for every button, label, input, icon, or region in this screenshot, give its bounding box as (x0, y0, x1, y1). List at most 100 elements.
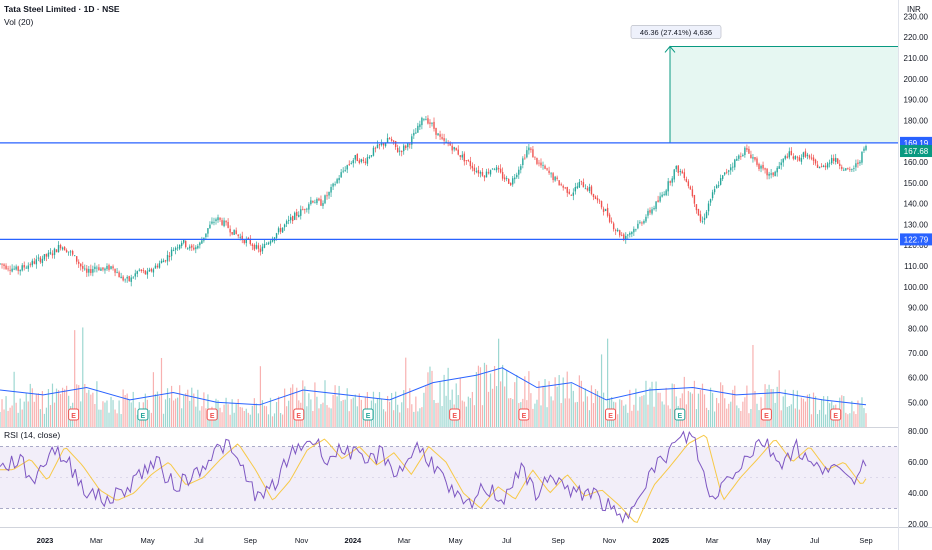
candle-body (168, 255, 171, 258)
candle-body (602, 208, 605, 212)
earnings-marker[interactable]: E (293, 408, 305, 421)
candle-body (451, 145, 453, 151)
candle-body (283, 224, 286, 228)
candle-body (802, 152, 805, 158)
earnings-marker[interactable]: E (137, 408, 149, 421)
candle-body (421, 117, 423, 126)
volume-bar (340, 401, 342, 427)
candle-body (742, 154, 744, 157)
volume-bar (491, 388, 494, 427)
candle-body (158, 263, 161, 268)
volume-bar (334, 385, 336, 427)
candle-body (445, 141, 447, 143)
volume-bar (221, 412, 223, 427)
volume-bar (604, 413, 607, 427)
volume-bar (635, 388, 637, 427)
time-axis[interactable]: 2023 Mar May Jul Sep Nov 2024 Mar May Jul Sep Nov 20… (37, 536, 873, 545)
price-tags: 169.19 122.79 167.68 (900, 136, 932, 246)
earnings-marker[interactable]: E (830, 408, 842, 421)
candle-body (166, 255, 169, 262)
volume-bar (467, 396, 469, 427)
candle-body (516, 174, 518, 178)
volume-bar (524, 376, 526, 427)
level-price-tag-label: 169.19 (904, 139, 929, 148)
volume-bar (342, 399, 344, 427)
volume-bar (37, 393, 39, 427)
volume-bar (249, 414, 251, 427)
earnings-marker[interactable]: E (674, 408, 686, 421)
rsi-axis[interactable]: 80.00 60.00 40.00 20.00 (908, 427, 929, 529)
time-axis-tick: May (756, 536, 770, 545)
candle-body (586, 188, 589, 191)
horizontal-levels[interactable] (0, 142, 898, 240)
earnings-marker[interactable]: E (362, 408, 374, 421)
volume-bar (542, 385, 544, 427)
price-axis[interactable]: 230.00220.00210.00200.00190.00180.00170.… (904, 12, 929, 312)
candle-body (744, 147, 746, 155)
candle-body (356, 153, 359, 162)
volume-bar (489, 373, 492, 427)
volume-bar (39, 409, 41, 427)
candle-body (816, 164, 819, 168)
candle-body (370, 155, 373, 157)
candle-body (818, 166, 821, 169)
volume-bar (185, 393, 187, 427)
candle-body (695, 204, 698, 211)
volume-bar (261, 400, 264, 427)
earnings-marker[interactable]: E (605, 408, 617, 421)
candle-body (790, 150, 793, 156)
earnings-marker[interactable]: E (68, 408, 80, 421)
volume-bar (465, 406, 467, 427)
volume-bar (744, 397, 746, 427)
candle-body (35, 259, 38, 265)
candle-body (738, 155, 740, 159)
candle-body (360, 159, 363, 162)
earnings-marker-box (137, 408, 149, 421)
volume-bar (558, 375, 560, 427)
earnings-marker-box (68, 408, 80, 421)
earnings-marker[interactable]: E (518, 408, 530, 421)
candle-body (859, 161, 861, 164)
earnings-marker[interactable]: E (449, 408, 461, 421)
candle-body (126, 276, 128, 279)
earnings-marker[interactable]: E (760, 408, 772, 421)
volume-bar (435, 403, 437, 427)
volume-bar (41, 391, 43, 427)
earnings-marker-box (449, 408, 461, 421)
candle-body (55, 249, 58, 253)
candle-body (760, 165, 762, 169)
volume-bar (774, 402, 776, 427)
candle-body (631, 231, 633, 235)
candle-body (552, 173, 554, 180)
candle-body (449, 142, 451, 146)
time-axis-tick: Nov (295, 536, 309, 545)
volume-bar (550, 396, 552, 427)
candle-body (828, 162, 831, 164)
candle-body (711, 192, 714, 199)
candle-body (21, 265, 23, 271)
volume-bar (356, 406, 358, 427)
earnings-marker[interactable]: E (206, 408, 218, 421)
volume-axis[interactable]: 80.00 70.00 60.00 50.00 (908, 324, 929, 407)
currency-label: INR (907, 5, 921, 14)
candle-body (568, 191, 570, 194)
measure-tool[interactable]: 46.36 (27.41%) 4,636 (630, 25, 898, 143)
volume-bar (47, 389, 50, 427)
candle-body (277, 228, 280, 233)
candle-body (762, 164, 764, 169)
volume-bar (742, 401, 744, 427)
volume-bar (237, 398, 239, 427)
price-axis-tick: 120.00 (904, 241, 929, 250)
volume-bar (92, 392, 94, 427)
candle-body (292, 215, 294, 222)
volume-bar (316, 396, 318, 427)
volume-bar (380, 399, 383, 427)
candle-body (483, 175, 486, 178)
volume-bar (667, 405, 669, 427)
candle-body (217, 217, 219, 221)
candle-body (544, 165, 546, 169)
volume-bar (853, 411, 855, 427)
candle-body (31, 260, 33, 266)
